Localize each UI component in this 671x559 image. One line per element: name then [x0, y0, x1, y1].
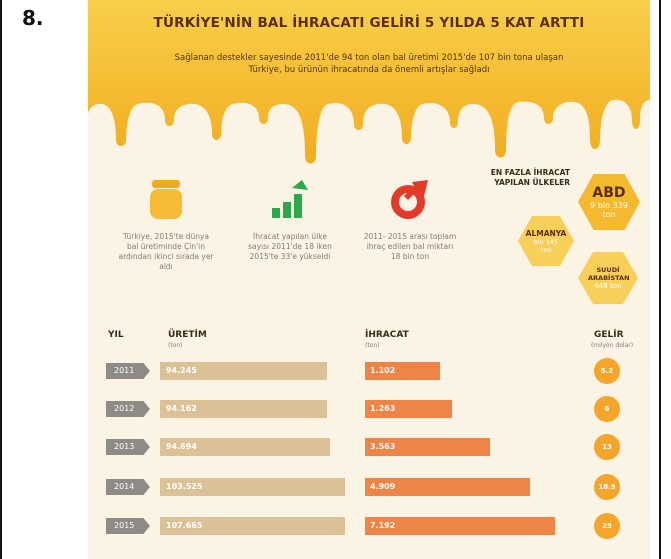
infographic: TÜRKİYE'NİN BAL İHRACATI GELİRİ 5 YILDA … [88, 0, 650, 559]
fact: 2011- 2015 arası toplam ihraç edilen bal… [362, 232, 458, 262]
year-tag: 2015 [106, 518, 150, 534]
revenue-circle: 6 [594, 396, 620, 422]
export-bar: 1.102 [365, 362, 440, 380]
country-name: ABD [592, 185, 625, 201]
column-header: GELİR [594, 330, 624, 340]
production-bar: 94.162 [160, 400, 327, 418]
country-name: SUUDİ ARABİSTAN [588, 266, 628, 282]
country-amount: 9 bin 339 ton [589, 201, 629, 219]
country-hex: ABD 9 bin 339 ton [578, 174, 640, 230]
revenue-circle: 13 [594, 434, 620, 460]
export-bar: 1.263 [365, 400, 452, 418]
export-icon [388, 178, 432, 222]
country-hex: ALMANYA bin 145 ton [518, 216, 574, 266]
column-unit: (ton) [365, 342, 380, 349]
page: 8. TÜRKİYE'NİN BAL İHRACATI GELİRİ 5 YIL… [0, 0, 671, 559]
production-bar: 94.694 [160, 438, 330, 456]
country-name: ALMANYA [526, 229, 567, 238]
export-bar: 7.192 [365, 517, 555, 535]
fact: İhracat yapılan ülke sayısı 2011'de 18 i… [242, 232, 338, 262]
country-amount: bin 145 ton [531, 238, 561, 254]
growth-icon [270, 180, 310, 220]
export-bar: 4.909 [365, 478, 530, 496]
fact: Türkiye, 2015'te dünya bal üretiminde Çi… [118, 232, 214, 272]
country-amount: 648 ton [594, 282, 621, 290]
frame [659, 0, 661, 559]
top-countries-heading: EN FAZLA İHRACAT YAPILAN ÜLKELER [470, 168, 570, 188]
export-bar: 3.563 [365, 438, 490, 456]
revenue-circle: 18.9 [594, 474, 620, 500]
year-tag: 2012 [106, 401, 150, 417]
year-tag: 2014 [106, 479, 150, 495]
year-tag: 2013 [106, 439, 150, 455]
column-header: ÜRETİM [168, 330, 207, 340]
jar-icon [148, 180, 184, 220]
production-bar: 103.525 [160, 478, 345, 496]
subtitle: Sağlanan destekler sayesinde 2011'de 94 … [158, 52, 580, 76]
frame [0, 0, 2, 559]
column-header: YIL [108, 330, 124, 340]
column-header: İHRACAT [365, 330, 409, 340]
revenue-circle: 25 [594, 513, 620, 539]
production-bar: 94.245 [160, 362, 327, 380]
item-number: 8. [22, 6, 44, 30]
production-bar: 107.665 [160, 517, 345, 535]
title: TÜRKİYE'NİN BAL İHRACATI GELİRİ 5 YILDA … [88, 15, 650, 31]
revenue-circle: 5.2 [594, 358, 620, 384]
column-unit: (ton) [168, 342, 183, 349]
column-unit: (milyon dolar) [580, 342, 644, 349]
year-tag: 2011 [106, 363, 150, 379]
country-hex: SUUDİ ARABİSTAN 648 ton [578, 252, 638, 304]
